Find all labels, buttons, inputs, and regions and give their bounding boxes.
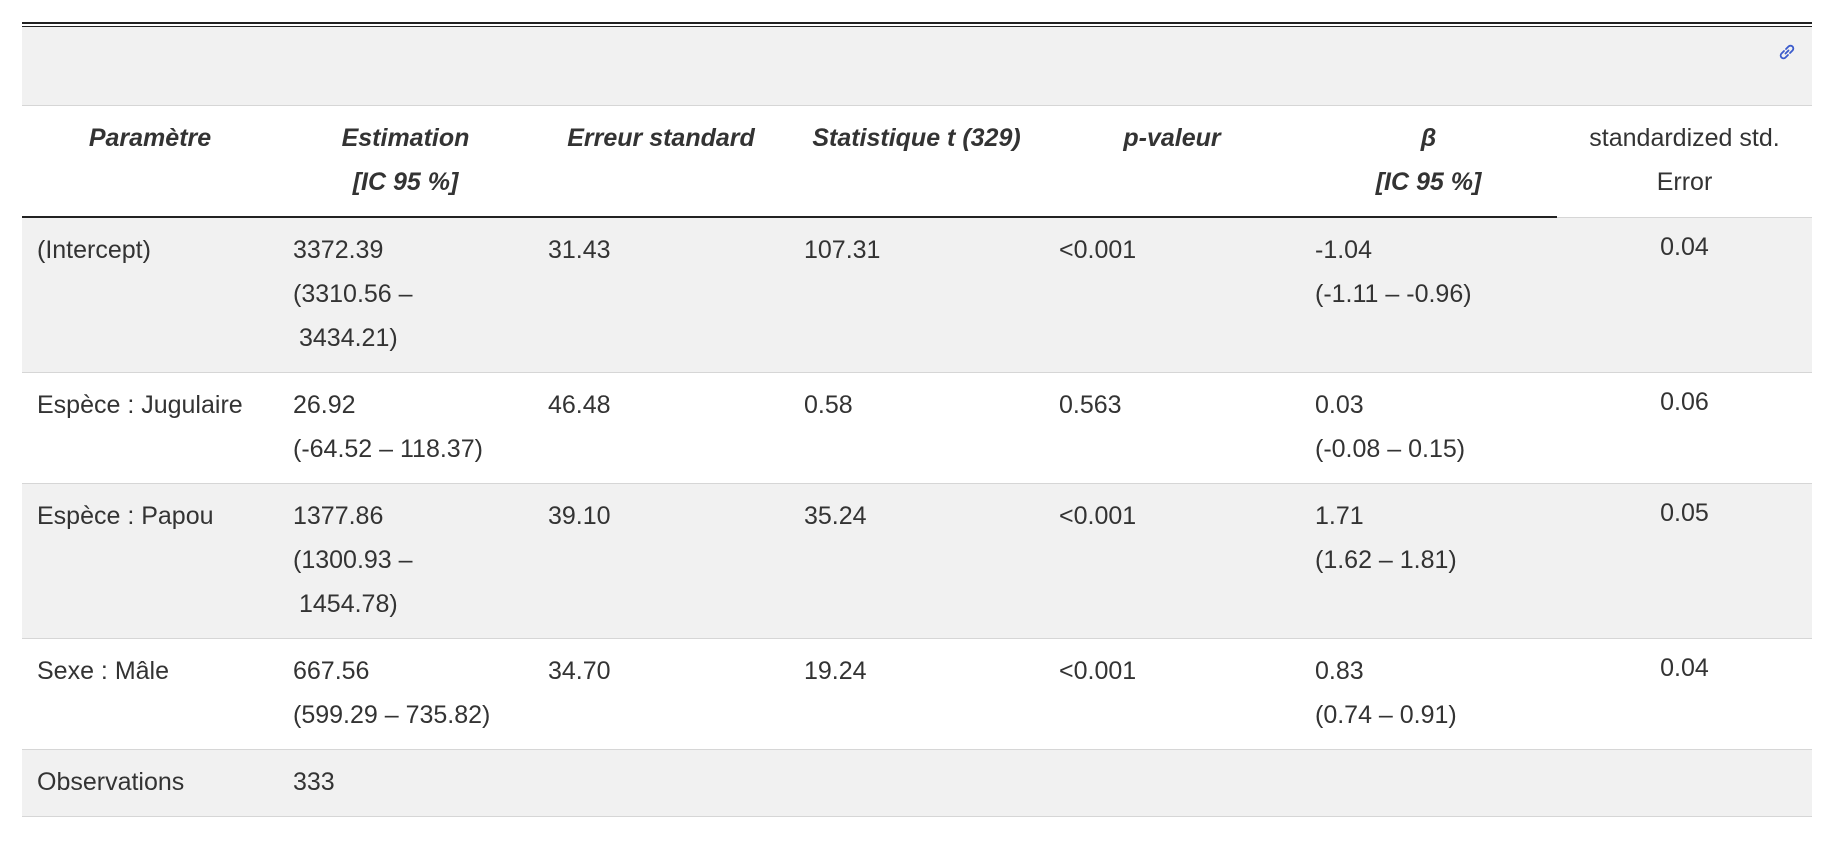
regression-table: Paramètre Estimation [IC 95 %] Erreur st… <box>22 106 1812 817</box>
observations-row: Observations 333 <box>22 749 1812 817</box>
cell-empty <box>789 749 1044 817</box>
header-row: Paramètre Estimation [IC 95 %] Erreur st… <box>22 106 1812 218</box>
header-standard-error-label: Erreur standard <box>567 124 755 152</box>
header-standardized-se-label-1: standardized std. <box>1589 124 1780 152</box>
cell-estimate: 1377.86 (1300.93 – 1454.78) <box>278 483 533 639</box>
table-row: Espèce : Jugulaire 26.92 (-64.52 – 118.3… <box>22 372 1812 484</box>
cell-observations-label: Observations <box>22 749 278 817</box>
table-caption-band <box>22 27 1812 106</box>
header-estimate: Estimation [IC 95 %] <box>278 106 533 218</box>
cell-beta: -1.04 (-1.11 – -0.96) <box>1300 217 1557 373</box>
cell-standard-error: 34.70 <box>533 638 789 750</box>
cell-t-statistic: 0.58 <box>789 372 1044 484</box>
header-parameter: Paramètre <box>22 106 278 218</box>
header-estimate-ci-label: [IC 95 %] <box>352 168 459 196</box>
cell-empty <box>1044 749 1300 817</box>
cell-standardized-se: 0.04 <box>1557 638 1812 750</box>
beta-value: 0.83 <box>1315 657 1364 685</box>
header-beta: β [IC 95 %] <box>1300 106 1557 218</box>
cell-empty <box>533 749 789 817</box>
header-estimate-label: Estimation <box>341 124 470 152</box>
beta-value: 0.03 <box>1315 391 1364 419</box>
header-t-statistic-label: Statistique t (329) <box>812 124 1021 152</box>
cell-parameter: (Intercept) <box>22 217 278 373</box>
estimate-ci-continued: 1454.78) <box>299 590 398 618</box>
beta-value: -1.04 <box>1315 236 1372 264</box>
beta-ci: (-1.11 – -0.96) <box>1315 280 1472 308</box>
cell-standardized-se: 0.06 <box>1557 372 1812 484</box>
cell-p-value: <0.001 <box>1044 217 1300 373</box>
beta-ci: (-0.08 – 0.15) <box>1315 435 1466 463</box>
header-standardized-se-label-2: Error <box>1656 168 1713 196</box>
estimate-ci: (-64.52 – 118.37) <box>293 435 483 463</box>
cell-p-value: 0.563 <box>1044 372 1300 484</box>
beta-ci: (0.74 – 0.91) <box>1315 701 1457 729</box>
estimate-value: 26.92 <box>293 391 356 419</box>
cell-estimate: 26.92 (-64.52 – 118.37) <box>278 372 533 484</box>
estimate-ci-continued: 3434.21) <box>299 324 398 352</box>
header-standard-error: Erreur standard <box>533 106 789 218</box>
header-p-value-label: p-valeur <box>1123 124 1221 152</box>
cell-estimate: 3372.39 (3310.56 – 3434.21) <box>278 217 533 373</box>
estimate-ci: (599.29 – 735.82) <box>293 701 491 729</box>
table-row: Espèce : Papou 1377.86 (1300.93 – 1454.7… <box>22 483 1812 639</box>
cell-parameter: Sexe : Mâle <box>22 638 278 750</box>
header-beta-ci-label: [IC 95 %] <box>1375 168 1482 196</box>
header-parameter-label: Paramètre <box>88 124 212 152</box>
estimate-value: 3372.39 <box>293 236 384 264</box>
header-standardized-se: standardized std. Error <box>1557 106 1812 218</box>
estimate-ci: (3310.56 – <box>293 280 413 308</box>
estimate-value: 667.56 <box>293 657 370 685</box>
header-t-statistic: Statistique t (329) <box>789 106 1044 218</box>
table-row: Sexe : Mâle 667.56 (599.29 – 735.82) 34.… <box>22 638 1812 750</box>
link-icon[interactable] <box>1776 41 1798 63</box>
header-beta-label: β <box>1420 124 1437 152</box>
cell-t-statistic: 35.24 <box>789 483 1044 639</box>
header-p-value: p-valeur <box>1044 106 1300 218</box>
cell-standard-error: 39.10 <box>533 483 789 639</box>
cell-standard-error: 31.43 <box>533 217 789 373</box>
cell-estimate: 667.56 (599.29 – 735.82) <box>278 638 533 750</box>
cell-parameter: Espèce : Papou <box>22 483 278 639</box>
cell-observations-value: 333 <box>278 749 533 817</box>
cell-beta: 0.83 (0.74 – 0.91) <box>1300 638 1557 750</box>
regression-table-container: Paramètre Estimation [IC 95 %] Erreur st… <box>22 22 1812 817</box>
cell-t-statistic: 19.24 <box>789 638 1044 750</box>
cell-standardized-se: 0.05 <box>1557 483 1812 639</box>
cell-beta: 0.03 (-0.08 – 0.15) <box>1300 372 1557 484</box>
cell-t-statistic: 107.31 <box>789 217 1044 373</box>
estimate-value: 1377.86 <box>293 502 384 530</box>
table-row: (Intercept) 3372.39 (3310.56 – 3434.21) … <box>22 217 1812 373</box>
cell-standard-error: 46.48 <box>533 372 789 484</box>
link-icon-glyph <box>1779 44 1795 60</box>
cell-standardized-se: 0.04 <box>1557 217 1812 373</box>
beta-ci: (1.62 – 1.81) <box>1315 546 1457 574</box>
cell-p-value: <0.001 <box>1044 638 1300 750</box>
cell-parameter: Espèce : Jugulaire <box>22 372 278 484</box>
estimate-ci: (1300.93 – <box>293 546 413 574</box>
table-top-rule <box>22 22 1812 27</box>
cell-p-value: <0.001 <box>1044 483 1300 639</box>
cell-empty <box>1300 749 1557 817</box>
beta-value: 1.71 <box>1315 502 1364 530</box>
cell-beta: 1.71 (1.62 – 1.81) <box>1300 483 1557 639</box>
cell-empty <box>1557 749 1812 817</box>
